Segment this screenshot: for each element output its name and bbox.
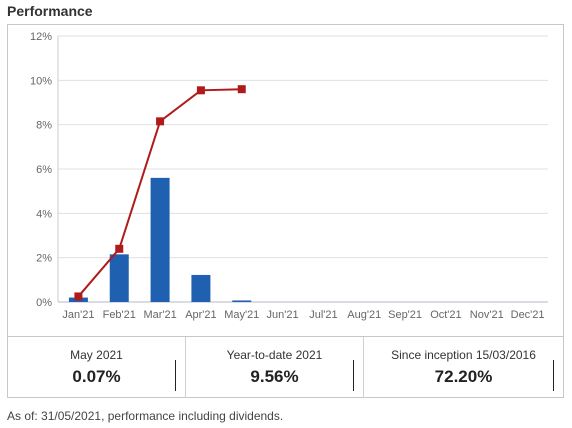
line-point [237,85,246,94]
x-tick-label: Jun'21 [267,309,299,321]
stat-ytd: Year-to-date 2021 9.56% [186,337,364,398]
chart-title: Performance [7,3,93,19]
y-tick-label: 12% [30,31,52,43]
x-tick-label: Nov'21 [470,309,504,321]
performance-chart: 0% 2% 4% 6% 8% 10% 12% Jan'21 Feb'21 Mar'21 Apr'2… [30,31,548,321]
bar [150,177,170,302]
y-tick-label: 2% [36,253,52,265]
stat-marker [353,360,354,391]
line-point [74,292,83,301]
line-point [156,117,165,126]
stat-inception-value: 72.20% [434,367,493,386]
line-point [115,244,124,253]
stat-inception: Since inception 15/03/2016 72.20% [364,337,563,398]
x-tick-label: Jan'21 [62,309,94,321]
bar [232,300,252,302]
line-points [74,85,246,301]
y-tick-label: 8% [36,120,52,132]
x-tick-label: Dec'21 [511,309,545,321]
y-tick-label: 4% [36,208,52,220]
stat-ytd-label: Year-to-date 2021 [226,348,323,362]
bars [68,177,252,302]
x-tick-label: Aug'21 [347,309,381,321]
x-tick-label: May'21 [224,309,259,321]
bar [109,254,129,302]
x-tick-label: Feb'21 [103,309,136,321]
x-tick-label: Sep'21 [388,309,422,321]
performance-panel: 0% 2% 4% 6% 8% 10% 12% Jan'21 Feb'21 Mar'21 Apr'2… [7,24,564,398]
stat-ytd-value: 9.56% [250,367,299,386]
stat-month-value: 0.07% [72,367,121,386]
bar [191,274,211,302]
x-tick-labels: Jan'21 Feb'21 Mar'21 Apr'21 May'21 Jun'21 Jul'… [62,309,544,321]
x-tick-label: Apr'21 [185,309,216,321]
x-tick-label: Mar'21 [143,309,176,321]
stat-inception-label: Since inception 15/03/2016 [391,348,536,362]
stat-marker [553,360,554,391]
stat-month-label: May 2021 [70,348,123,362]
x-tick-label: Jul'21 [309,309,337,321]
x-tick-label: Oct'21 [430,309,461,321]
y-tick-labels: 0% 2% 4% 6% 8% 10% 12% [30,31,52,309]
y-tick-label: 6% [36,164,52,176]
stat-marker [175,360,176,391]
grid [57,35,548,303]
y-tick-label: 0% [36,297,52,309]
footnote: As of: 31/05/2021, performance including… [7,409,284,423]
y-tick-label: 10% [30,75,52,87]
stats-row: May 2021 0.07% Year-to-date 2021 9.56% S… [8,336,563,398]
stat-month: May 2021 0.07% [8,337,186,398]
line-point [196,86,205,95]
